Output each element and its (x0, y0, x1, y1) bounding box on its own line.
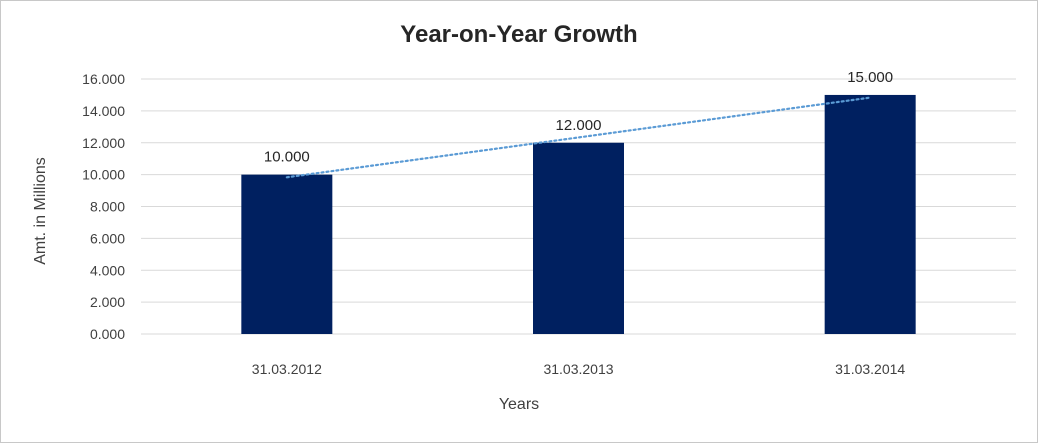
y-tick-label: 8.000 (90, 199, 125, 215)
y-tick-label: 6.000 (90, 230, 125, 246)
data-label: 10.000 (264, 149, 310, 166)
x-tick-label: 31.03.2014 (835, 361, 905, 377)
chart-title: Year-on-Year Growth (400, 21, 638, 48)
data-label: 15.000 (847, 69, 893, 86)
y-tick-label: 2.000 (90, 294, 125, 310)
y-tick-label: 10.000 (82, 167, 125, 183)
trendline (285, 96, 872, 179)
x-tick-label: 31.03.2013 (543, 361, 613, 377)
y-tick-label: 4.000 (90, 262, 125, 278)
y-tick-label: 12.000 (82, 135, 125, 151)
bar (533, 142, 624, 334)
bar (824, 94, 916, 334)
x-axis-label: Years (498, 396, 540, 413)
x-tick-label: 31.03.2012 (252, 361, 322, 377)
y-tick-label: 14.000 (82, 103, 125, 119)
bar (241, 174, 333, 334)
y-tick-label: 16.000 (82, 71, 125, 87)
data-label: 12.000 (556, 117, 602, 134)
y-tick-label: 0.000 (90, 326, 125, 342)
